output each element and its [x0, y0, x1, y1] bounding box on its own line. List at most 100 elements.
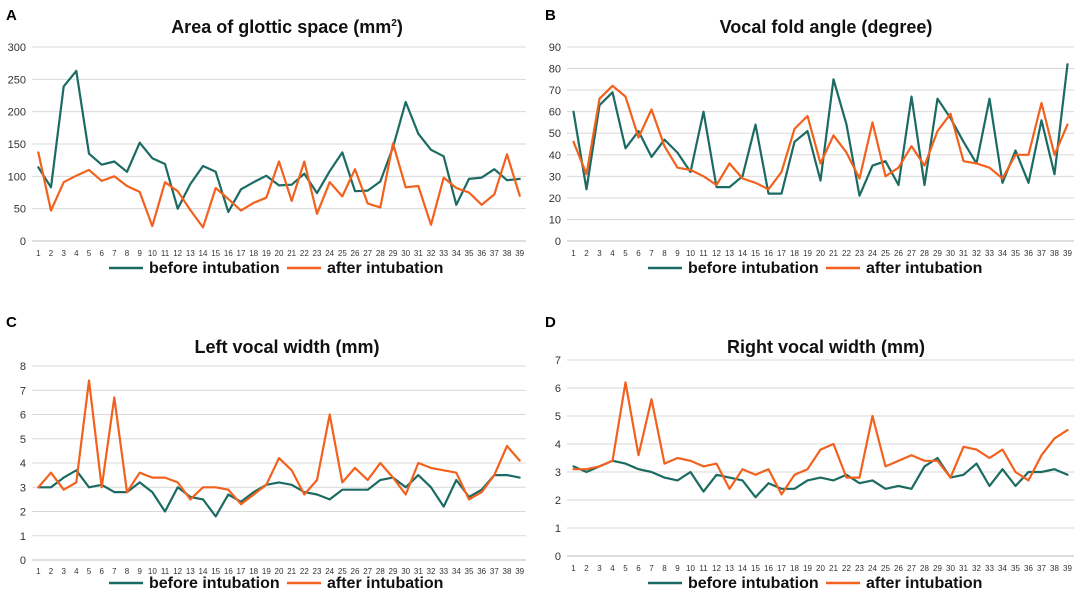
x-tick-label: 2 [584, 249, 589, 258]
y-tick-label: 4 [555, 439, 561, 451]
x-tick-label: 36 [477, 249, 486, 258]
x-tick-label: 34 [998, 249, 1007, 258]
x-tick-label: 38 [503, 567, 512, 576]
x-tick-label: 8 [662, 564, 667, 573]
x-tick-label: 13 [725, 249, 734, 258]
x-tick-label: 1 [571, 249, 576, 258]
x-tick-label: 12 [173, 567, 182, 576]
legend: before intubation after intubation [109, 260, 443, 277]
legend-label-before: before intubation [688, 260, 819, 277]
x-tick-label: 32 [972, 249, 981, 258]
panel-a: A Area of glottic space (mm2) 0 50 100 150 200… [6, 7, 526, 277]
x-tick-label: 28 [920, 249, 929, 258]
x-tick-label: 26 [894, 249, 903, 258]
x-tick-label: 26 [351, 567, 360, 576]
x-tick-label: 8 [125, 249, 130, 258]
x-tick-label: 14 [738, 564, 747, 573]
legend-label-after: after intubation [866, 575, 982, 592]
y-tick-label: 60 [549, 107, 561, 119]
x-tick-label: 15 [211, 567, 220, 576]
x-tick-label: 18 [790, 249, 799, 258]
x-tick-label: 23 [313, 567, 322, 576]
series-line-before [37, 69, 521, 213]
x-tick-label: 29 [933, 564, 942, 573]
x-tick-label: 10 [148, 567, 157, 576]
x-tick-label: 30 [946, 564, 955, 573]
x-tick-label: 35 [1011, 249, 1020, 258]
x-tick-label: 7 [112, 567, 117, 576]
x-tick-label: 22 [300, 567, 309, 576]
x-tick-label: 39 [515, 249, 524, 258]
x-tick-label: 14 [199, 567, 208, 576]
x-tick-label: 27 [363, 249, 372, 258]
legend-label-after: after intubation [866, 260, 982, 277]
x-tick-label: 14 [738, 249, 747, 258]
x-tick-label: 10 [686, 249, 695, 258]
x-tick-label: 21 [287, 249, 296, 258]
x-tick-label: 7 [649, 249, 654, 258]
x-tick-label: 32 [427, 567, 436, 576]
x-tick-label: 9 [137, 249, 142, 258]
x-tick-label: 1 [36, 567, 41, 576]
x-tick-label: 14 [199, 249, 208, 258]
legend-label-after: after intubation [327, 260, 443, 277]
y-tick-label: 200 [8, 107, 26, 119]
x-tick-label: 34 [452, 567, 461, 576]
x-tick-label: 5 [623, 249, 628, 258]
chart-title: Right vocal width (mm) [727, 337, 925, 357]
y-tick-label: 2 [20, 507, 26, 519]
x-tick-label: 32 [972, 564, 981, 573]
x-tick-label: 5 [87, 567, 92, 576]
y-tick-label: 0 [20, 236, 26, 248]
x-tick-label: 28 [920, 564, 929, 573]
x-tick-label: 35 [1011, 564, 1020, 573]
x-tick-label: 24 [325, 249, 334, 258]
x-tick-label: 34 [998, 564, 1007, 573]
x-tick-label: 37 [1037, 564, 1046, 573]
x-tick-label: 17 [237, 249, 246, 258]
x-tick-label: 29 [389, 249, 398, 258]
x-tick-label: 24 [868, 564, 877, 573]
x-tick-label: 7 [112, 249, 117, 258]
x-tick-label: 38 [503, 249, 512, 258]
y-tick-label: 40 [549, 150, 561, 162]
x-tick-label: 3 [597, 564, 602, 573]
x-tick-label: 33 [985, 564, 994, 573]
x-tick-label: 2 [49, 249, 54, 258]
x-tick-label: 31 [959, 249, 968, 258]
y-tick-label: 300 [8, 42, 26, 54]
x-tick-label: 19 [262, 567, 271, 576]
series-line-after [572, 381, 1069, 496]
y-tick-label: 70 [549, 85, 561, 97]
x-tick-label: 23 [855, 564, 864, 573]
legend-label-before: before intubation [688, 575, 819, 592]
x-tick-label: 26 [351, 249, 360, 258]
legend-label-before: before intubation [149, 260, 280, 277]
x-tick-label: 15 [751, 249, 760, 258]
x-tick-label: 34 [452, 249, 461, 258]
x-tick-label: 32 [427, 249, 436, 258]
x-tick-label: 20 [275, 567, 284, 576]
x-tick-label: 38 [1050, 249, 1059, 258]
x-tick-label: 9 [675, 564, 680, 573]
x-tick-label: 9 [137, 567, 142, 576]
x-tick-label: 6 [636, 249, 641, 258]
x-tick-label: 27 [907, 249, 916, 258]
y-tick-label: 30 [549, 171, 561, 183]
series-line-before [572, 63, 1069, 197]
legend: before intubation after intubation [109, 575, 443, 592]
y-tick-label: 2 [555, 495, 561, 507]
x-tick-label: 29 [389, 567, 398, 576]
x-tick-label: 21 [829, 249, 838, 258]
y-tick-label: 1 [555, 523, 561, 535]
x-tick-label: 20 [816, 564, 825, 573]
x-tick-label: 4 [610, 564, 615, 573]
x-tick-label: 11 [161, 567, 170, 576]
x-tick-label: 12 [712, 249, 721, 258]
x-tick-label: 13 [186, 249, 195, 258]
x-tick-label: 1 [571, 564, 576, 573]
y-tick-label: 3 [555, 467, 561, 479]
x-tick-label: 33 [985, 249, 994, 258]
x-tick-label: 23 [313, 249, 322, 258]
x-tick-label: 13 [725, 564, 734, 573]
